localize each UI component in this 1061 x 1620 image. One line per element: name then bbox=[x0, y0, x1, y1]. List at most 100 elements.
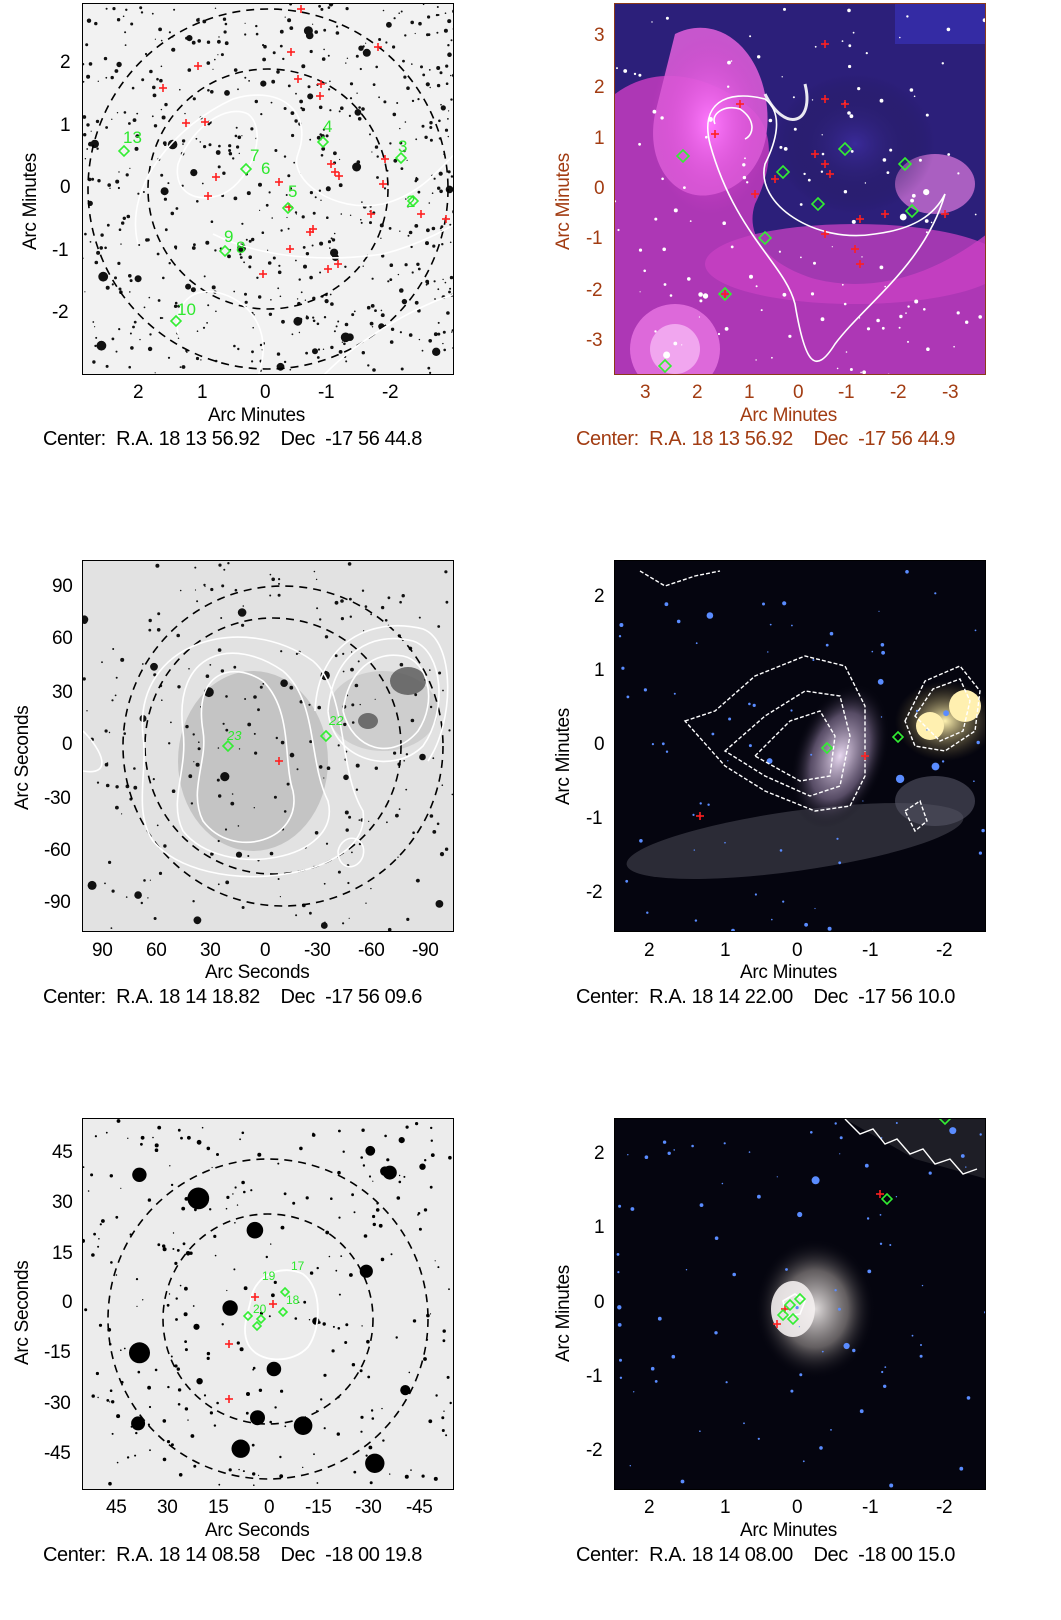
green-diamond bbox=[279, 1286, 291, 1298]
star bbox=[289, 685, 294, 690]
red-cross bbox=[286, 245, 294, 253]
star bbox=[441, 784, 444, 786]
star bbox=[437, 186, 441, 190]
star bbox=[375, 65, 379, 69]
center-ra: R.A. 18 14 22.00 bbox=[649, 986, 793, 1008]
y-axis-label: Arc Seconds bbox=[12, 705, 33, 810]
star bbox=[419, 1163, 426, 1170]
star bbox=[724, 327, 729, 331]
star bbox=[193, 243, 196, 247]
star bbox=[86, 123, 90, 127]
star bbox=[208, 143, 212, 147]
star bbox=[338, 110, 341, 113]
star bbox=[727, 760, 729, 762]
star bbox=[965, 320, 969, 324]
star bbox=[755, 359, 757, 361]
x-tick: 2 bbox=[692, 382, 703, 403]
source-label: 18 bbox=[286, 1293, 300, 1307]
star bbox=[354, 109, 362, 116]
star bbox=[393, 158, 398, 163]
star bbox=[337, 1327, 341, 1330]
star bbox=[342, 922, 345, 925]
green-diamond bbox=[775, 164, 791, 180]
star bbox=[328, 88, 331, 91]
star bbox=[799, 1373, 803, 1377]
star bbox=[116, 1414, 121, 1419]
star bbox=[168, 31, 171, 34]
star bbox=[121, 221, 125, 225]
star bbox=[918, 158, 922, 162]
y-tick: 2 bbox=[594, 586, 605, 607]
star bbox=[319, 618, 322, 621]
x-tick: 2 bbox=[644, 940, 655, 961]
star bbox=[212, 68, 214, 70]
red-cross bbox=[417, 210, 425, 218]
star bbox=[217, 54, 219, 56]
star bbox=[187, 1419, 189, 1421]
star bbox=[425, 82, 430, 87]
star bbox=[214, 1254, 217, 1257]
star bbox=[412, 831, 415, 834]
green-diamond bbox=[218, 244, 232, 258]
star bbox=[105, 364, 109, 368]
star bbox=[344, 265, 347, 268]
star bbox=[253, 695, 257, 699]
star bbox=[318, 189, 322, 192]
star bbox=[237, 347, 240, 351]
star bbox=[757, 1194, 761, 1199]
star bbox=[387, 280, 390, 283]
star bbox=[128, 122, 131, 125]
star bbox=[133, 767, 136, 770]
star bbox=[327, 6, 331, 9]
star bbox=[725, 1381, 728, 1384]
star bbox=[687, 277, 691, 281]
star bbox=[267, 261, 272, 265]
star bbox=[85, 43, 89, 47]
star bbox=[198, 741, 200, 743]
star bbox=[883, 1384, 887, 1388]
star bbox=[184, 1407, 189, 1411]
star bbox=[184, 112, 186, 115]
star bbox=[218, 794, 222, 798]
star bbox=[411, 271, 414, 274]
star bbox=[350, 667, 354, 672]
star bbox=[349, 97, 353, 100]
star bbox=[368, 1175, 372, 1178]
star bbox=[98, 1238, 100, 1240]
x-tick: -30 bbox=[355, 1497, 382, 1518]
star bbox=[652, 109, 657, 114]
star bbox=[260, 80, 267, 87]
star bbox=[920, 1344, 922, 1346]
star bbox=[923, 308, 926, 311]
star bbox=[83, 115, 87, 119]
star bbox=[140, 11, 144, 14]
star bbox=[341, 341, 344, 343]
star bbox=[220, 669, 225, 673]
star bbox=[641, 374, 643, 375]
star bbox=[342, 670, 345, 673]
panel-4-color-image bbox=[618, 570, 985, 931]
star bbox=[159, 78, 163, 83]
star bbox=[433, 280, 436, 283]
star bbox=[315, 578, 318, 581]
star bbox=[224, 90, 230, 96]
star bbox=[408, 333, 413, 337]
star bbox=[779, 145, 783, 149]
star bbox=[236, 1341, 240, 1345]
star bbox=[404, 121, 407, 123]
outer-dashed-circle bbox=[87, 8, 449, 370]
star bbox=[332, 1325, 335, 1328]
star bbox=[314, 30, 318, 34]
x-tick: -60 bbox=[358, 940, 385, 961]
star bbox=[415, 138, 418, 141]
star bbox=[442, 278, 444, 281]
star bbox=[340, 617, 344, 621]
star bbox=[148, 1405, 152, 1409]
star bbox=[280, 679, 288, 687]
star bbox=[404, 263, 408, 267]
star bbox=[405, 198, 407, 200]
star bbox=[444, 570, 448, 574]
star bbox=[414, 32, 416, 35]
panel-5-image: 17 19 18 20 bbox=[82, 1118, 454, 1490]
star bbox=[109, 187, 111, 189]
